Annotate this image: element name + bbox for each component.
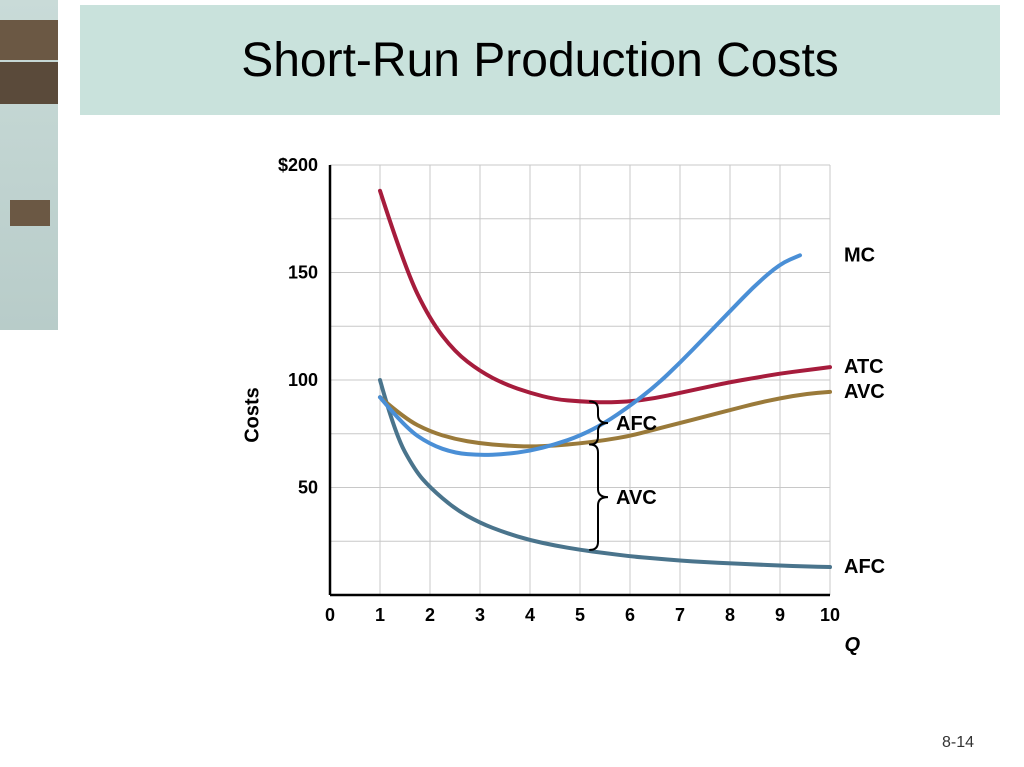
cost-curves-chart: Costs 01234567891050100150$200AFCAVCATCM…	[250, 155, 890, 675]
svg-text:0: 0	[325, 605, 335, 625]
afc-label: AFC	[844, 556, 885, 578]
svg-text:AFC: AFC	[616, 413, 657, 435]
svg-text:50: 50	[298, 478, 318, 498]
svg-text:9: 9	[775, 605, 785, 625]
chart-svg: 0 1 2 3 4 5 6 7 8 9 10 50 100 150 $200 AFC AVC ATC MC AFC AV…	[250, 155, 890, 675]
svg-text:150: 150	[288, 263, 318, 283]
page-number: 8-14	[942, 734, 974, 752]
mc-curve	[380, 255, 800, 455]
avc-label: AVC	[844, 381, 885, 403]
svg-text:4: 4	[525, 605, 535, 625]
slide-background-decor	[0, 0, 60, 340]
svg-text:6: 6	[625, 605, 635, 625]
svg-text:10: 10	[820, 605, 840, 625]
avc-curve	[380, 392, 830, 447]
svg-text:100: 100	[288, 370, 318, 390]
svg-text:5: 5	[575, 605, 585, 625]
atc-curve	[380, 191, 830, 403]
afc-curve	[380, 380, 830, 567]
title-banner: Short-Run Production Costs	[80, 5, 1000, 115]
atc-label: ATC	[844, 356, 884, 378]
x-axis-label: Q	[844, 634, 860, 657]
svg-text:8: 8	[725, 605, 735, 625]
svg-text:AVC: AVC	[616, 487, 657, 509]
slide-title: Short-Run Production Costs	[241, 33, 839, 88]
svg-text:3: 3	[475, 605, 485, 625]
svg-text:$200: $200	[278, 155, 318, 175]
svg-text:1: 1	[375, 605, 385, 625]
y-axis-label: Costs	[241, 387, 264, 443]
svg-text:2: 2	[425, 605, 435, 625]
svg-text:7: 7	[675, 605, 685, 625]
mc-label: MC	[844, 244, 875, 266]
